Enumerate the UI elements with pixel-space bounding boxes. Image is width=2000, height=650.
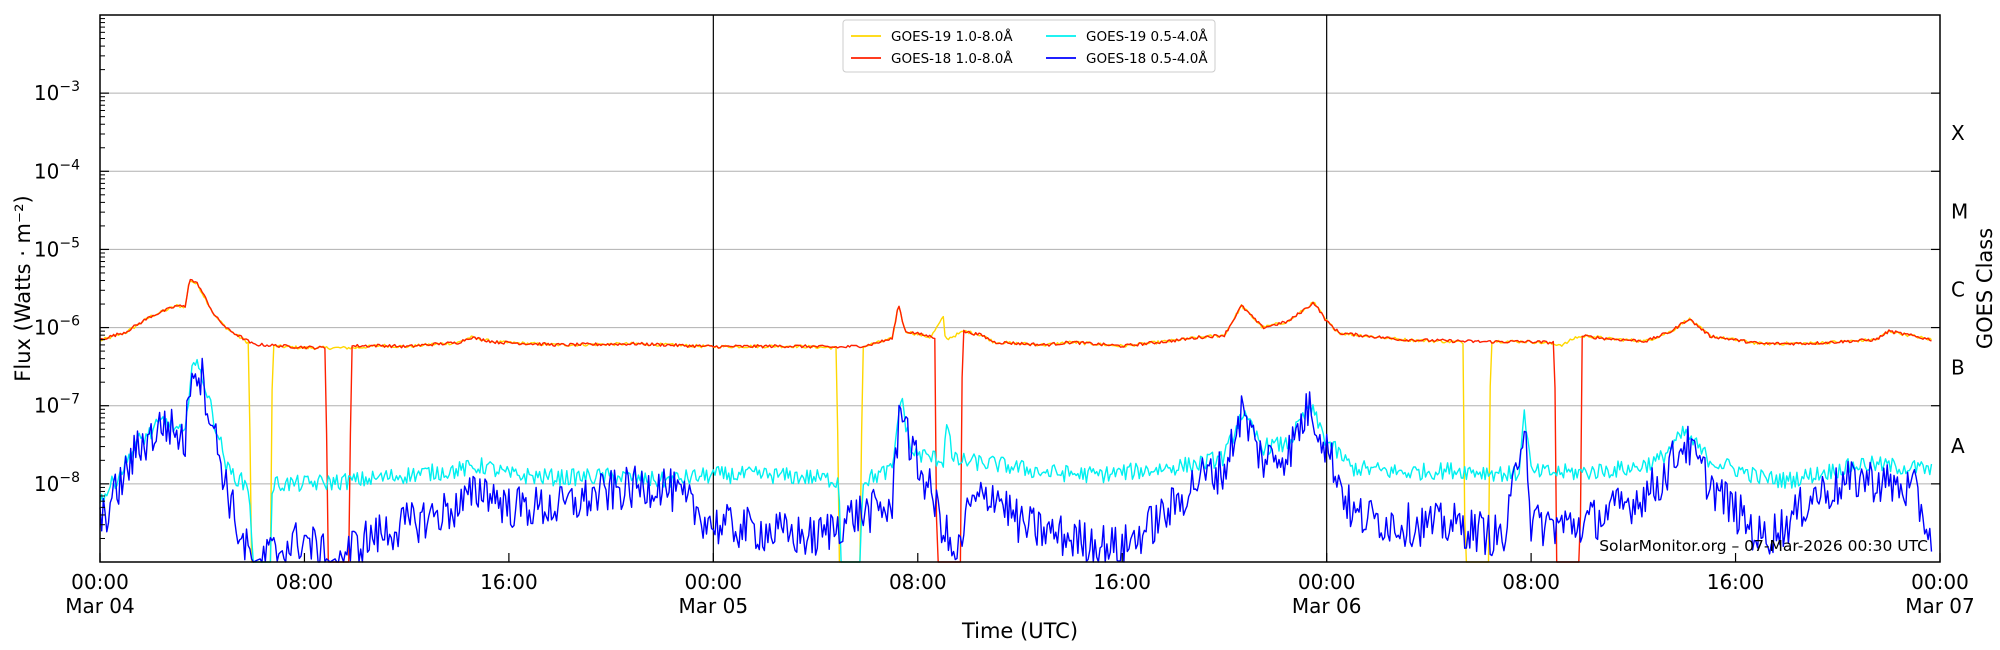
x-tick-label: 00:00	[1298, 570, 1356, 594]
legend: GOES-19 1.0-8.0Å GOES-19 0.5-4.0Å GOES-18 …	[842, 19, 1216, 73]
y-axis-ticks: 10−8 10−7 10−6 10−5 10−4 10−3	[34, 18, 1940, 539]
x-tick-label: 00:00	[685, 570, 743, 594]
right-axis-title: GOES Class	[1973, 228, 1997, 349]
legend-label: GOES-19 0.5-4.0Å	[1086, 28, 1208, 45]
goes-class-label: M	[1951, 199, 1968, 223]
goes-class-label: X	[1951, 121, 1965, 145]
x-tick-date-label: Mar 05	[679, 594, 749, 618]
x-tick-label: 16:00	[480, 570, 538, 594]
grid-layer	[100, 92, 1940, 485]
goes-class-label: B	[1951, 356, 1965, 380]
y-tick-label: 10−6	[34, 314, 80, 340]
series-line	[99, 357, 1933, 563]
x-tick-label: 16:00	[1093, 570, 1151, 594]
goes-class-label: C	[1951, 278, 1965, 302]
legend-box	[842, 19, 1216, 73]
y-tick-label: 10−5	[34, 235, 80, 261]
credit-text: SolarMonitor.org – 07-Mar-2026 00:30 UTC	[1599, 537, 1928, 555]
x-tick-date-label: Mar 06	[1292, 594, 1362, 618]
x-tick-label: 08:00	[889, 570, 947, 594]
legend-label: GOES-18 1.0-8.0Å	[891, 50, 1013, 67]
y-tick-label: 10−3	[34, 79, 80, 105]
goes-class-label: A	[1951, 434, 1965, 458]
series-layer	[99, 278, 1933, 563]
y-tick-label: 10−7	[34, 392, 80, 418]
y-axis-title: Flux (Watts · m⁻²)	[11, 195, 35, 381]
y-tick-label: 10−4	[34, 157, 80, 183]
plot-frame	[99, 14, 1941, 563]
series-line	[99, 280, 1932, 563]
x-tick-date-label: Mar 07	[1905, 594, 1975, 618]
x-tick-label: 16:00	[1707, 570, 1765, 594]
y-tick-label: 10−8	[34, 470, 80, 496]
x-tick-date-label: Mar 04	[65, 594, 135, 618]
goes-class-labels: A B C M X	[1951, 121, 1968, 458]
legend-label: GOES-19 1.0-8.0Å	[891, 28, 1013, 45]
series-line	[99, 278, 1932, 563]
legend-label: GOES-18 0.5-4.0Å	[1086, 50, 1208, 67]
x-tick-label: 08:00	[276, 570, 334, 594]
series-line	[99, 358, 1933, 563]
x-axis-title: Time (UTC)	[961, 619, 1078, 643]
x-tick-label: 08:00	[1502, 570, 1560, 594]
x-tick-label: 00:00	[71, 570, 129, 594]
x-tick-label: 00:00	[1911, 570, 1969, 594]
